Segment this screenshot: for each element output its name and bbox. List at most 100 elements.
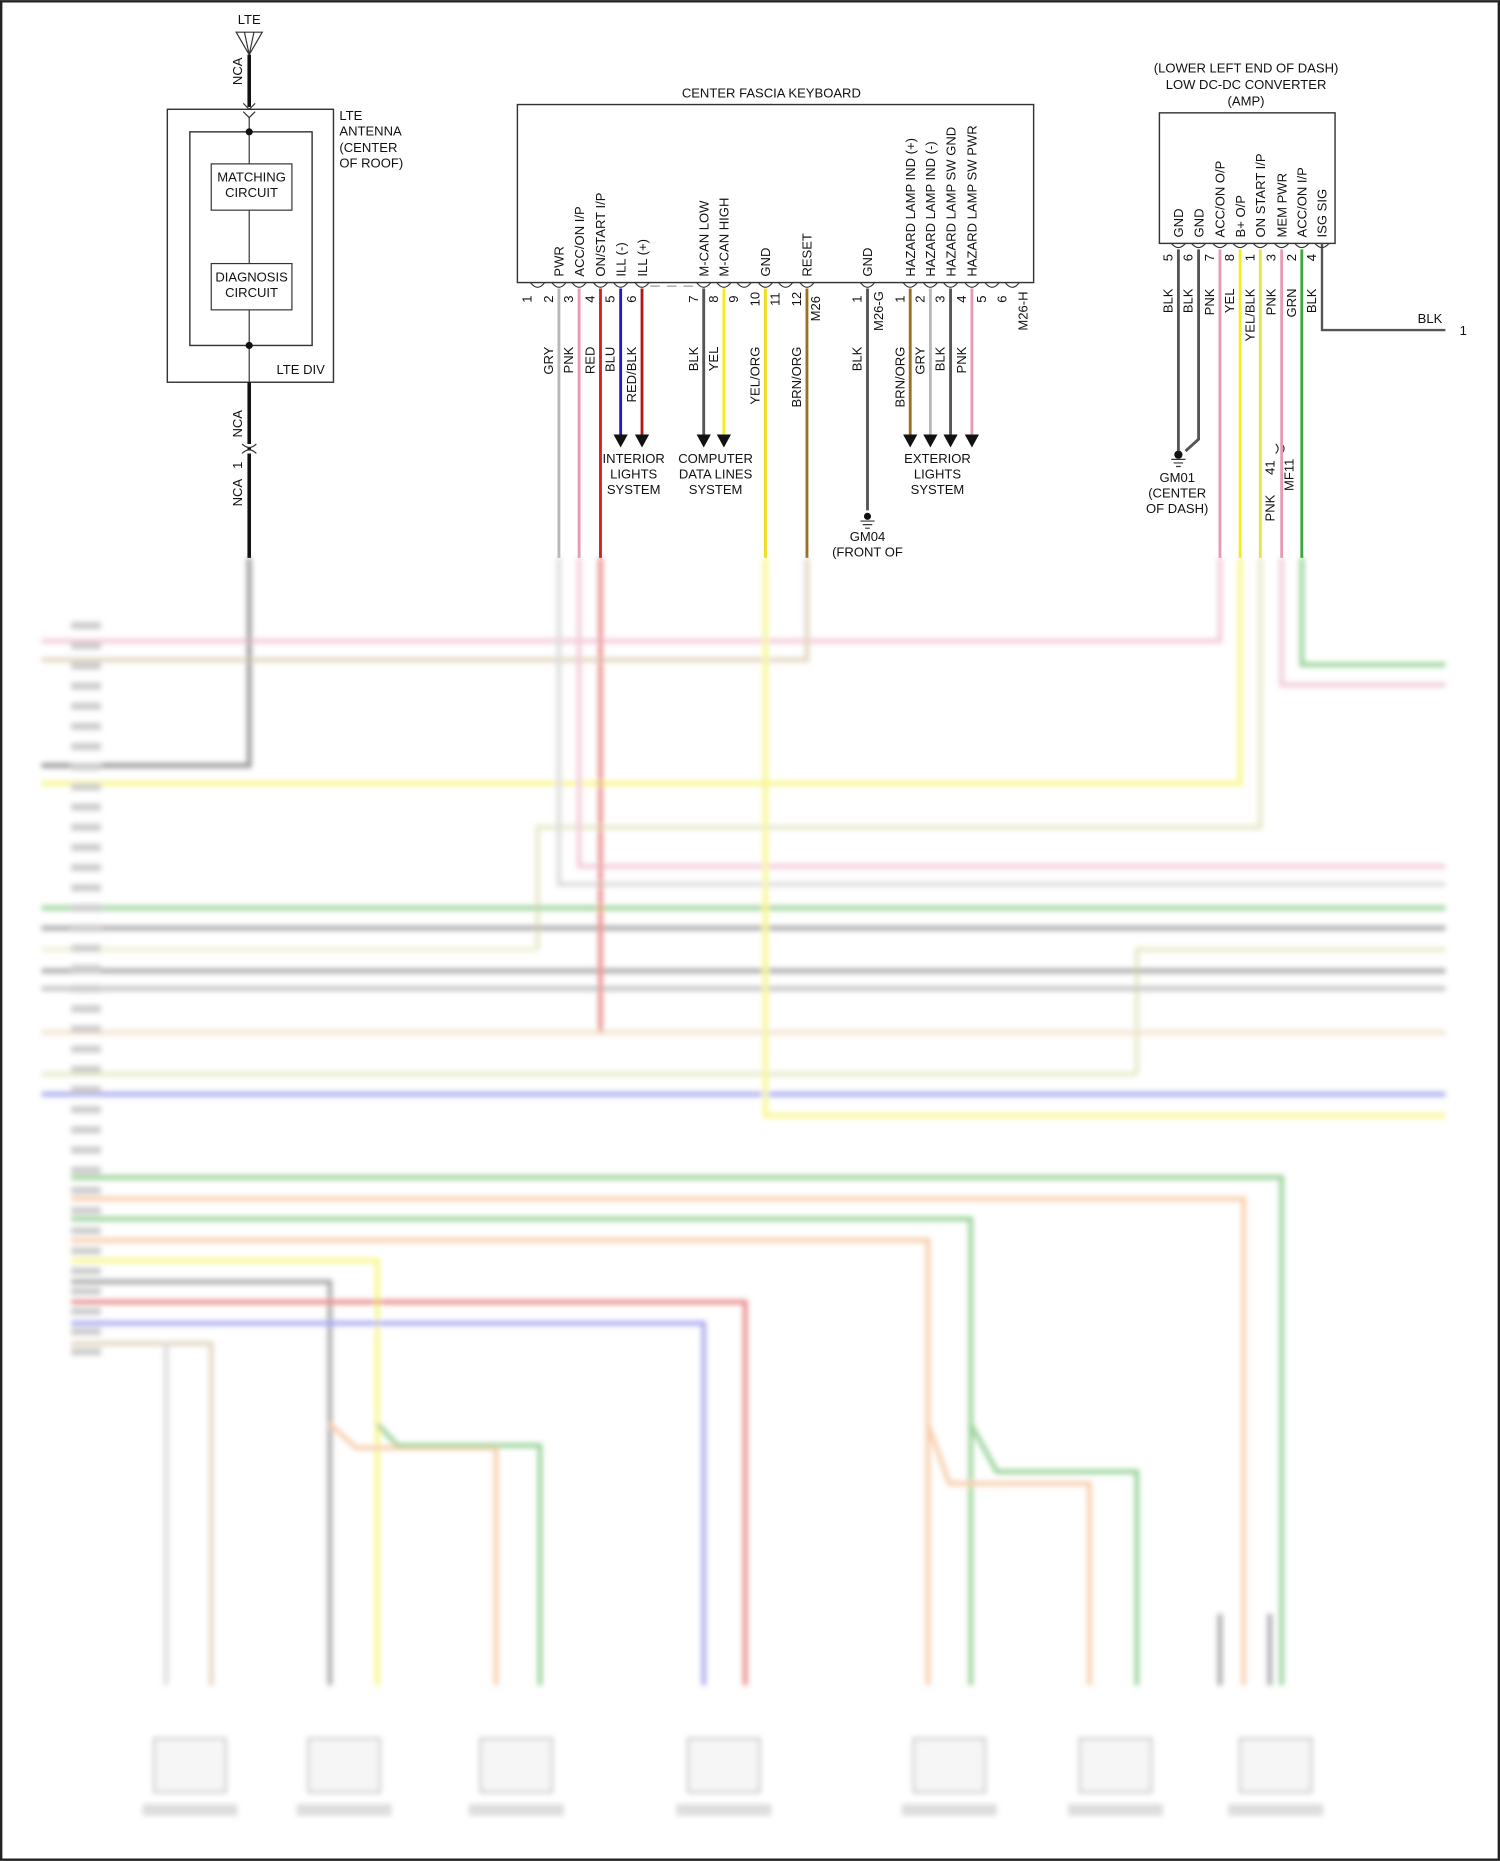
pin-number: 4 [583, 296, 598, 303]
wire-color-label: BLK [850, 346, 865, 371]
blurred-wire [535, 557, 1263, 950]
pin-socket-icon [1212, 242, 1228, 249]
mf11-wire-label: PNK [1263, 494, 1278, 521]
arrow-icon [923, 434, 938, 448]
blurred-label [71, 1146, 101, 1154]
blurred-label [71, 1005, 101, 1013]
ground-icon [860, 512, 875, 529]
blurred-wire [1299, 557, 1446, 668]
junction-dot [245, 341, 253, 350]
speaker-icon [479, 1737, 554, 1794]
computer-data-lines-label: DATA LINES [679, 466, 753, 481]
blurred-label [71, 763, 101, 771]
pin-number: 1 [892, 296, 907, 303]
pin-name: HAZARD LAMP IND (+) [903, 138, 918, 277]
exterior-lights-label: LIGHTS [914, 466, 961, 481]
blurred-wire [71, 1216, 974, 1686]
speaker-icon [1078, 1737, 1153, 1794]
blurred-wire [71, 1320, 707, 1686]
blurred-wire [71, 1299, 748, 1686]
blurred-wire [968, 1423, 1140, 1686]
wire-color-label: YEL [1222, 288, 1237, 313]
connector-icon [241, 443, 257, 454]
wire-color-label: BLK [1160, 288, 1175, 313]
pin-name: GND [758, 248, 773, 277]
blurred-label [71, 1166, 101, 1174]
lte-antenna-label: LTE [238, 12, 261, 27]
pin-socket-icon [613, 282, 629, 288]
pin-number: 1 [1242, 254, 1257, 261]
blurred-label [71, 642, 101, 650]
gm04-label: GM04 [850, 529, 886, 544]
wire-color-label: BLU [603, 347, 618, 372]
arrow-icon [964, 434, 980, 448]
pin-socket-icon [964, 282, 980, 288]
arrow-icon [634, 434, 650, 448]
pin-socket-icon [902, 282, 918, 288]
blurred-label [71, 904, 101, 912]
speaker-icon [912, 1737, 987, 1794]
wire-color-label: PNK [561, 346, 576, 373]
matching-circuit-box [210, 163, 293, 211]
connector-id-label: M26-G [871, 291, 886, 331]
pin-name: ILL (+) [635, 239, 650, 277]
exterior-lights-label: EXTERIOR [904, 451, 971, 466]
wire-color-label: GRY [912, 346, 927, 374]
pin-number: 5 [1160, 254, 1175, 261]
blurred-label [71, 1065, 101, 1073]
interior-lights-label: INTERIOR [603, 451, 665, 466]
lte-module-label: (CENTER [339, 140, 397, 155]
blurred-wire [71, 1174, 1285, 1686]
converter-title: (AMP) [1228, 94, 1265, 109]
wire-color-label: GRN [1284, 288, 1299, 317]
blurred-wire [41, 557, 252, 768]
pin-number: 2 [912, 296, 927, 303]
pin-number: 8 [1222, 254, 1237, 261]
pin-socket-icon [551, 282, 567, 288]
wire-color-label: YEL/BLK [1242, 288, 1257, 341]
blurred-wire [71, 1237, 931, 1686]
junction-dot [245, 128, 253, 136]
pin-socket-icon [571, 282, 587, 288]
blurred-label [901, 1803, 997, 1816]
blurred-wire [71, 1258, 380, 1686]
blurred-wire [375, 1422, 543, 1686]
pin-socket-icon [859, 282, 876, 288]
nca-label-bottom: NCA [230, 479, 245, 507]
pin-number: 10 [747, 292, 762, 307]
pin-name: ACC/ON I/P [572, 206, 587, 277]
blurred-label [71, 682, 101, 690]
pin-name: GND [1191, 208, 1206, 237]
connector-pin-label: 1 [230, 462, 245, 469]
pin-number: 1 [850, 296, 865, 303]
arrow-icon [716, 434, 732, 448]
blurred-lower-diagram [41, 557, 1446, 1816]
keyboard-box [516, 103, 1035, 284]
blurred-label [71, 864, 101, 872]
wire [1184, 249, 1201, 453]
pin-number: 4 [954, 296, 969, 303]
blurred-wire [71, 1279, 333, 1686]
lte-div-label: LTE DIV [277, 362, 326, 377]
wire-color-label: YEL/ORG [747, 347, 762, 405]
arrow-icon [613, 434, 628, 448]
blurred-wire [71, 1341, 214, 1686]
blurred-label [71, 621, 101, 630]
blurred-label [71, 964, 101, 973]
blurred-label [71, 1227, 101, 1235]
blurred-label [71, 1085, 101, 1094]
speaker-icon [153, 1737, 227, 1794]
wire-color-label: BRN/ORG [892, 347, 907, 408]
converter-title: LOW DC-DC CONVERTER [1166, 77, 1327, 92]
matching-circuit-label: CIRCUIT [225, 185, 278, 200]
low-dc-dc-converter: (LOWER LEFT END OF DASH) LOW DC-DC CONVE… [1146, 61, 1467, 558]
diagnosis-circuit-label: CIRCUIT [225, 285, 278, 300]
pin-socket-icon [1191, 242, 1207, 249]
blurred-label [71, 985, 101, 993]
interior-lights-label: SYSTEM [607, 482, 661, 497]
blurred-label [676, 1803, 772, 1816]
blurred-label [71, 1126, 101, 1134]
blurred-label [71, 662, 101, 670]
